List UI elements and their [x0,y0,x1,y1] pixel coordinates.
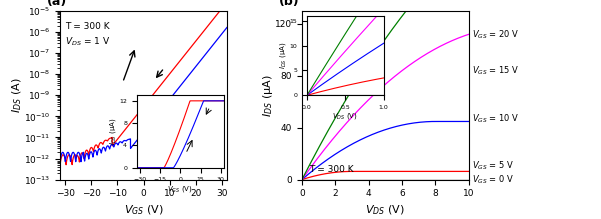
Y-axis label: $I_{DS}$ (μA): $I_{DS}$ (μA) [261,74,275,117]
X-axis label: $V_{DS}$ (V): $V_{DS}$ (V) [365,204,405,217]
Text: (a): (a) [47,0,67,8]
X-axis label: $V_{GS}$ (V): $V_{GS}$ (V) [124,204,163,217]
Text: T = 300 K: T = 300 K [309,165,353,174]
Text: $V_{GS}$ = 20 V: $V_{GS}$ = 20 V [472,28,520,41]
Text: T = 300 K
$V_{DS}$ = 1 V: T = 300 K $V_{DS}$ = 1 V [66,22,111,48]
Text: (b): (b) [279,0,299,8]
Y-axis label: $I_{DS}$ (A): $I_{DS}$ (A) [10,78,24,113]
Text: $V_{GS}$ = 0 V: $V_{GS}$ = 0 V [472,173,514,186]
Text: $V_{GS}$ = 15 V: $V_{GS}$ = 15 V [472,64,520,77]
Text: $V_{GS}$ = 5 V: $V_{GS}$ = 5 V [472,159,514,171]
Text: $V_{GS}$ = 10 V: $V_{GS}$ = 10 V [472,112,520,125]
